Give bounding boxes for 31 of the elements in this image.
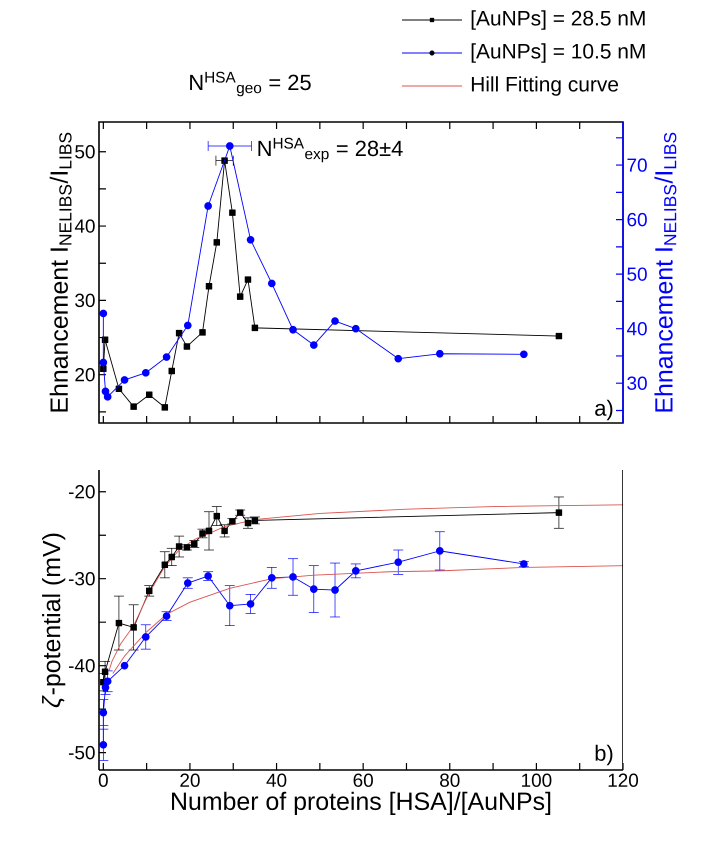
x-tick-label: 100 [522,774,552,787]
text: N$^{HSA}$$_{geo}$ = 25 [190,72,311,96]
y2-tick-label: 30 [627,376,647,390]
x-tick-label: 40 [266,774,286,787]
y2-tick-label: 70 [627,158,647,172]
y2-tick-label: 60 [627,212,647,226]
y-axis-title: Ehnancement I$_{NELIBS}$/I$_{LIBS}$ [50,132,72,412]
x-tick-label: 80 [440,774,460,787]
y-tick-label: 30 [75,294,95,308]
y2-tick-label: 40 [626,322,647,336]
y-tick-label: -50 [68,746,95,760]
y2-tick-label: 50 [627,267,647,281]
x-tick-label: 20 [180,774,200,787]
y-tick-label: 20 [75,368,95,382]
x-tick-label: 120 [608,774,638,787]
legend-label: [AuNPs] = 28.5 nM [472,10,645,30]
y-tick-label: -40 [68,658,95,672]
legend-label: [AuNPs] = 10.5 nM [472,43,645,63]
x-tick-label: 0 [98,774,108,787]
y-tick-label: 50 [75,145,95,158]
y-axis-title: ζ-potential (mV) [42,534,66,708]
y2-axis-title: Ehnancement I$_{NELIBS}$/I$_{LIBS}$ [654,132,676,412]
annotation: N$^{HSA}$$_{exp}$ = 28±4 [258,138,403,162]
y-tick-label: -20 [68,485,95,498]
y-tick-label: -30 [68,572,95,586]
x-tick-label: 60 [354,774,373,787]
text: Hill Fitting curve [472,76,618,96]
x-axis-title: Number of proteins [HSA]/[AuNPs] [172,792,550,815]
annotation: a) [595,400,612,420]
y-tick-label: 40 [74,219,95,233]
annotation: b) [596,744,612,766]
